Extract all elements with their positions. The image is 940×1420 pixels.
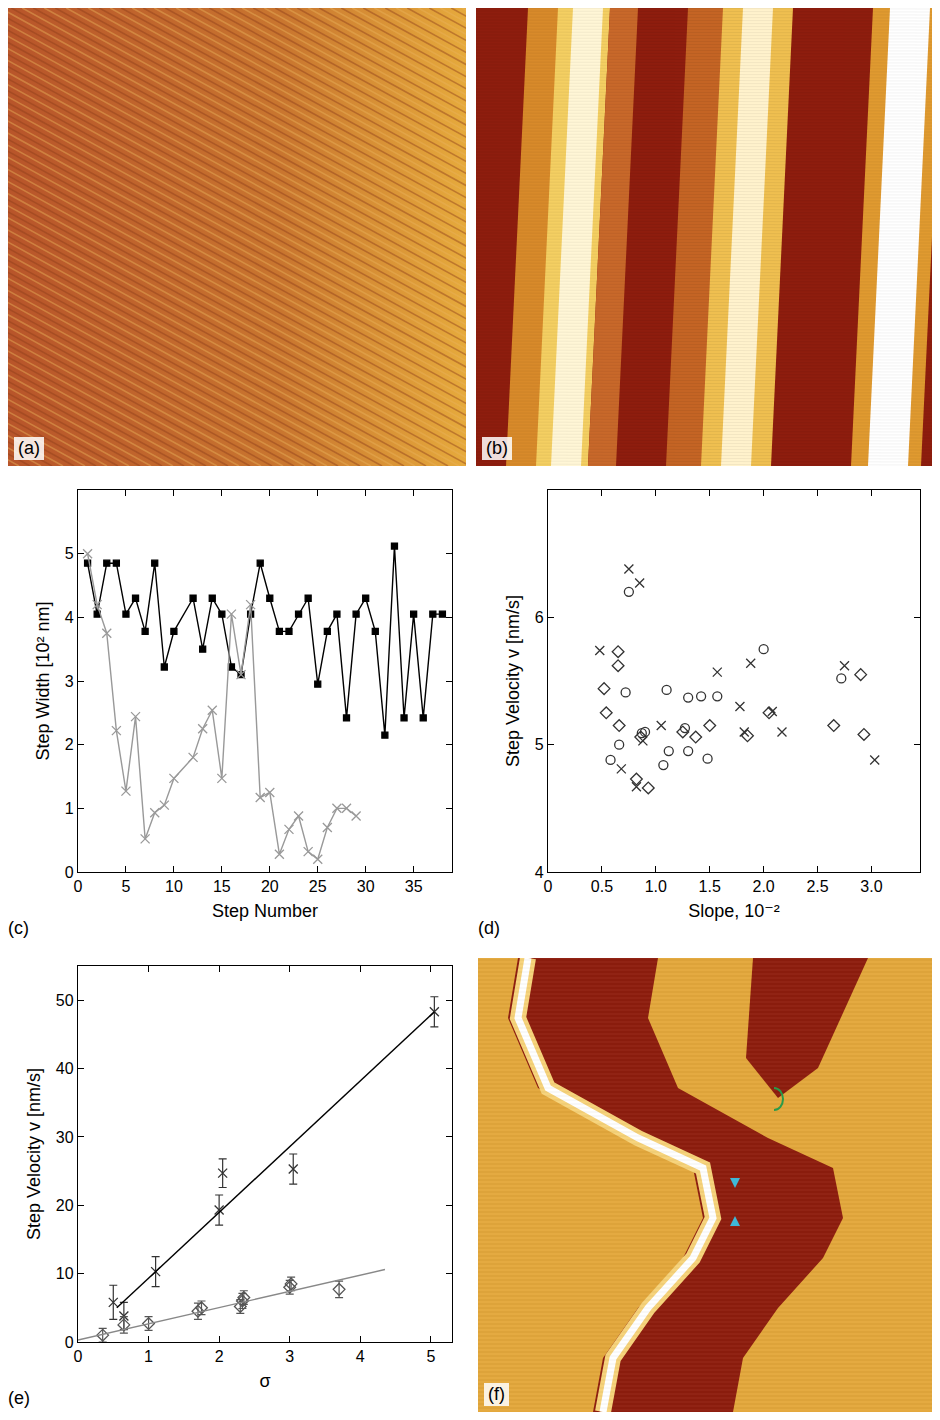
svg-text:2: 2 (65, 736, 74, 753)
svg-text:1.0: 1.0 (645, 878, 667, 895)
svg-text:2.5: 2.5 (806, 878, 828, 895)
svg-text:4: 4 (535, 864, 544, 881)
svg-text:0: 0 (65, 1334, 74, 1351)
svg-text:20: 20 (56, 1197, 74, 1214)
svg-text:35: 35 (405, 878, 423, 895)
svg-text:10: 10 (56, 1265, 74, 1282)
html-text:(f): (f) (488, 1384, 505, 1404)
svg-text:6: 6 (535, 609, 544, 626)
svg-text:Step Number: Step Number (212, 901, 318, 921)
svg-text:Step Width [10² nm]: Step Width [10² nm] (33, 601, 53, 760)
svg-text:5: 5 (535, 736, 544, 753)
svg-text:Step Velocity v [nm/s]: Step Velocity v [nm/s] (503, 595, 523, 767)
svg-text:Step Velocity v [nm/s]: Step Velocity v [nm/s] (24, 1068, 44, 1240)
svg-text:(e): (e) (8, 1388, 30, 1408)
svg-text:Slope, 10⁻²: Slope, 10⁻² (688, 901, 780, 921)
svg-text:2: 2 (215, 1348, 224, 1365)
svg-text:3: 3 (65, 673, 74, 690)
svg-text:0: 0 (65, 864, 74, 881)
svg-text:4: 4 (65, 609, 74, 626)
svg-text:(d): (d) (478, 918, 500, 938)
svg-text:3.0: 3.0 (860, 878, 882, 895)
svg-text:3: 3 (285, 1348, 294, 1365)
svg-text:1: 1 (65, 800, 74, 817)
svg-text:σ: σ (259, 1371, 270, 1391)
svg-text:(c): (c) (8, 918, 29, 938)
svg-text:10: 10 (165, 878, 183, 895)
svg-text:0: 0 (74, 1348, 83, 1365)
svg-text:15: 15 (213, 878, 231, 895)
svg-text:4: 4 (356, 1348, 365, 1365)
html-text:(a): (a) (18, 438, 40, 458)
svg-text:1.5: 1.5 (699, 878, 721, 895)
svg-text:5: 5 (426, 1348, 435, 1365)
svg-text:20: 20 (261, 878, 279, 895)
svg-text:0.5: 0.5 (591, 878, 613, 895)
svg-text:5: 5 (121, 878, 130, 895)
svg-text:1: 1 (144, 1348, 153, 1365)
svg-text:0: 0 (544, 878, 553, 895)
svg-text:30: 30 (56, 1129, 74, 1146)
svg-text:0: 0 (74, 878, 83, 895)
svg-text:5: 5 (65, 545, 74, 562)
svg-text:40: 40 (56, 1060, 74, 1077)
svg-text:30: 30 (357, 878, 375, 895)
svg-text:50: 50 (56, 992, 74, 1009)
svg-text:25: 25 (309, 878, 327, 895)
svg-text:2.0: 2.0 (753, 878, 775, 895)
html-text:(b): (b) (486, 438, 508, 458)
